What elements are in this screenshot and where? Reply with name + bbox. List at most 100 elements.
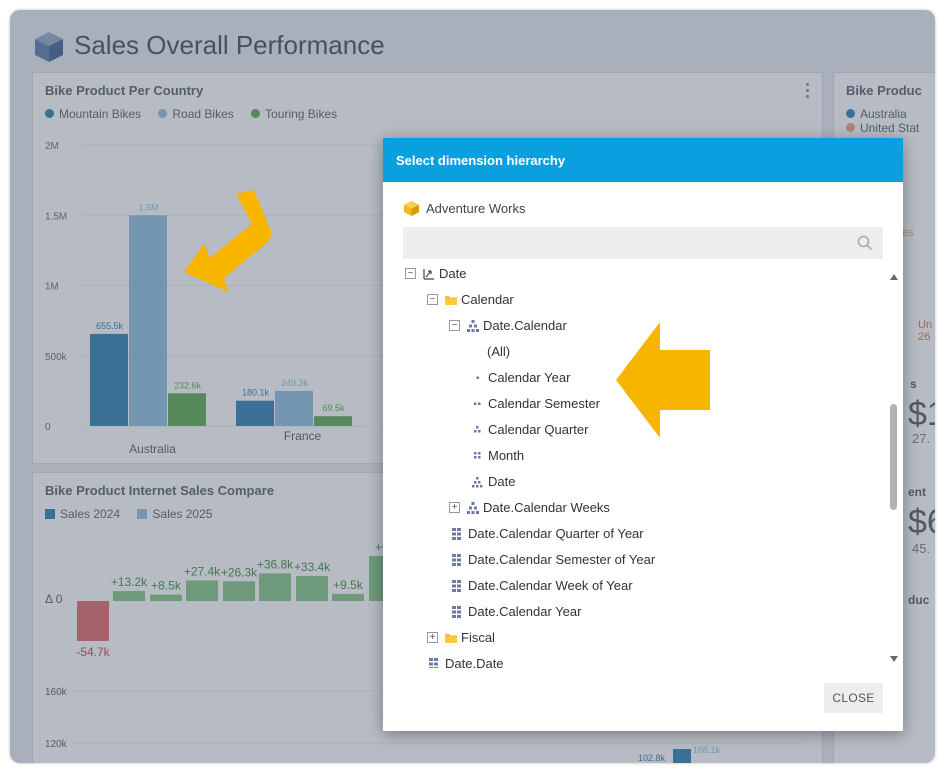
attribute-icon xyxy=(452,554,461,566)
data-label: 1.5M xyxy=(138,202,158,212)
fragment-duc: duc xyxy=(908,593,930,607)
tree-node-label: Calendar Year xyxy=(488,370,571,385)
more-options-icon[interactable] xyxy=(806,83,810,101)
dialog-header: Select dimension hierarchy xyxy=(383,138,903,182)
cube-label: Adventure Works xyxy=(426,201,526,216)
fragment-un: Un xyxy=(918,319,933,331)
tree-node-label: (All) xyxy=(487,344,511,359)
dialog-title: Select dimension hierarchy xyxy=(396,153,566,168)
attribute-icon xyxy=(452,606,461,618)
delta-label: +8.5k xyxy=(151,579,182,593)
folder-icon xyxy=(445,296,457,305)
annotation-arrow-chart-icon xyxy=(184,190,272,292)
sales-bar[interactable] xyxy=(673,749,691,763)
fragment-ent: ent xyxy=(908,485,926,499)
data-label: 108.1k xyxy=(693,745,721,755)
expand-icon[interactable]: + xyxy=(427,632,438,643)
search-input[interactable] xyxy=(403,227,883,259)
delta-label: +26.3k xyxy=(221,565,258,579)
y-tick-label: 120k xyxy=(45,739,68,750)
data-label: 655.5k xyxy=(96,321,124,331)
dimension-icon xyxy=(423,269,434,280)
search-icon[interactable] xyxy=(857,235,873,251)
data-label: 249.3k xyxy=(281,378,309,388)
x-tick-label: France xyxy=(284,429,322,443)
chart-legend: Mountain Bikes Road Bikes Touring Bikes xyxy=(45,107,351,121)
y-tick-label: 1.5M xyxy=(45,211,67,222)
tree-node-label: Date.Calendar Weeks xyxy=(483,500,610,515)
panel-title: Bike Produc xyxy=(846,83,922,98)
y-tick-label: 2M xyxy=(45,141,59,152)
level-4-icon xyxy=(474,452,481,459)
data-label: 102.8k xyxy=(638,753,666,763)
level-5-icon xyxy=(472,477,483,488)
hierarchy-icon xyxy=(467,502,479,514)
delta-bar[interactable] xyxy=(77,601,109,641)
tree-node-label: Calendar Semester xyxy=(488,396,600,411)
level-2-icon xyxy=(474,402,481,405)
delta-bar[interactable] xyxy=(186,580,218,601)
tree-node-label: Date.Date xyxy=(445,656,504,668)
y-tick-label: 160k xyxy=(45,687,68,698)
delta-bar[interactable] xyxy=(113,591,145,601)
delta-bar[interactable] xyxy=(259,573,291,601)
scroll-down-icon[interactable] xyxy=(890,656,898,662)
scroll-thumb[interactable] xyxy=(890,404,897,510)
annotation-arrow-tree-icon xyxy=(616,322,710,438)
data-label: 232.6k xyxy=(174,380,202,390)
bar-mountain-bikes-france[interactable] xyxy=(236,400,274,426)
tree-scrollbar[interactable] xyxy=(889,272,899,664)
legend-item-australia[interactable]: Australia xyxy=(846,107,919,121)
bar-touring-bikes-france[interactable] xyxy=(314,416,352,426)
fragment-kpi-1: $1 xyxy=(908,395,935,433)
tree-node-label: Date.Calendar Week of Year xyxy=(468,578,633,593)
fragment-kpi-1-sub: 27. xyxy=(912,431,931,446)
collapse-icon[interactable]: − xyxy=(427,294,438,305)
scroll-up-icon[interactable] xyxy=(890,274,898,280)
delta-bar[interactable] xyxy=(223,581,255,601)
bar-road-bikes-australia[interactable] xyxy=(129,215,167,426)
legend-item-touring[interactable]: Touring Bikes xyxy=(251,107,337,121)
bar-mountain-bikes-australia[interactable] xyxy=(90,333,128,426)
y-tick-label: 0 xyxy=(45,422,51,433)
dashboard-title: Sales Overall Performance xyxy=(74,30,385,60)
legend-item-sales-2025[interactable]: Sales 2025 xyxy=(137,507,212,521)
fragment-s: s xyxy=(910,377,917,391)
attribute-icon xyxy=(452,528,461,540)
attribute-icon xyxy=(429,658,438,668)
attribute-icon xyxy=(452,580,461,592)
legend-item-mountain[interactable]: Mountain Bikes xyxy=(45,107,141,121)
legend-item-united-states[interactable]: United Stat xyxy=(846,121,919,135)
tree-node-label: Date.Calendar Semester of Year xyxy=(468,552,656,567)
x-tick-label: Australia xyxy=(129,442,176,456)
tree-node-label: Date.Calendar Year xyxy=(468,604,582,619)
tree-node-label: Calendar Quarter xyxy=(488,422,589,437)
y-tick-label: 1M xyxy=(45,282,59,293)
tree-node-label: Month xyxy=(488,448,525,463)
delta-bar[interactable] xyxy=(150,594,182,601)
legend-item-sales-2024[interactable]: Sales 2024 xyxy=(45,507,120,521)
bar-road-bikes-france[interactable] xyxy=(275,390,313,426)
collapse-icon[interactable]: − xyxy=(405,268,416,279)
legend-item-road[interactable]: Road Bikes xyxy=(158,107,234,121)
y-tick-label: 500k xyxy=(45,352,68,363)
chart-legend: Sales 2024 Sales 2025 xyxy=(45,507,226,521)
collapse-icon[interactable]: − xyxy=(449,320,460,331)
cube-icon xyxy=(404,201,419,216)
expand-icon[interactable]: + xyxy=(449,502,460,513)
panel-title: Bike Product Per Country xyxy=(45,83,204,98)
hierarchy-icon xyxy=(467,320,479,332)
delta-label: +13.2k xyxy=(111,575,148,589)
folder-icon xyxy=(445,634,457,643)
data-label: 69.5k xyxy=(322,403,345,413)
delta-label: +36.8k xyxy=(257,557,294,571)
delta-label: +27.4k xyxy=(184,564,221,578)
delta-label: +33.4k xyxy=(294,560,331,574)
tree-node-label: Date xyxy=(488,474,516,489)
tree-node-label: Date.Calendar Quarter of Year xyxy=(468,526,644,541)
hierarchy-tree: − Date − Calendar − Date.Calendar (All) Calenda… xyxy=(403,262,883,668)
close-button[interactable]: CLOSE xyxy=(824,683,883,713)
delta-bar[interactable] xyxy=(332,593,364,601)
bar-touring-bikes-australia[interactable] xyxy=(168,393,206,426)
delta-bar[interactable] xyxy=(296,575,328,601)
